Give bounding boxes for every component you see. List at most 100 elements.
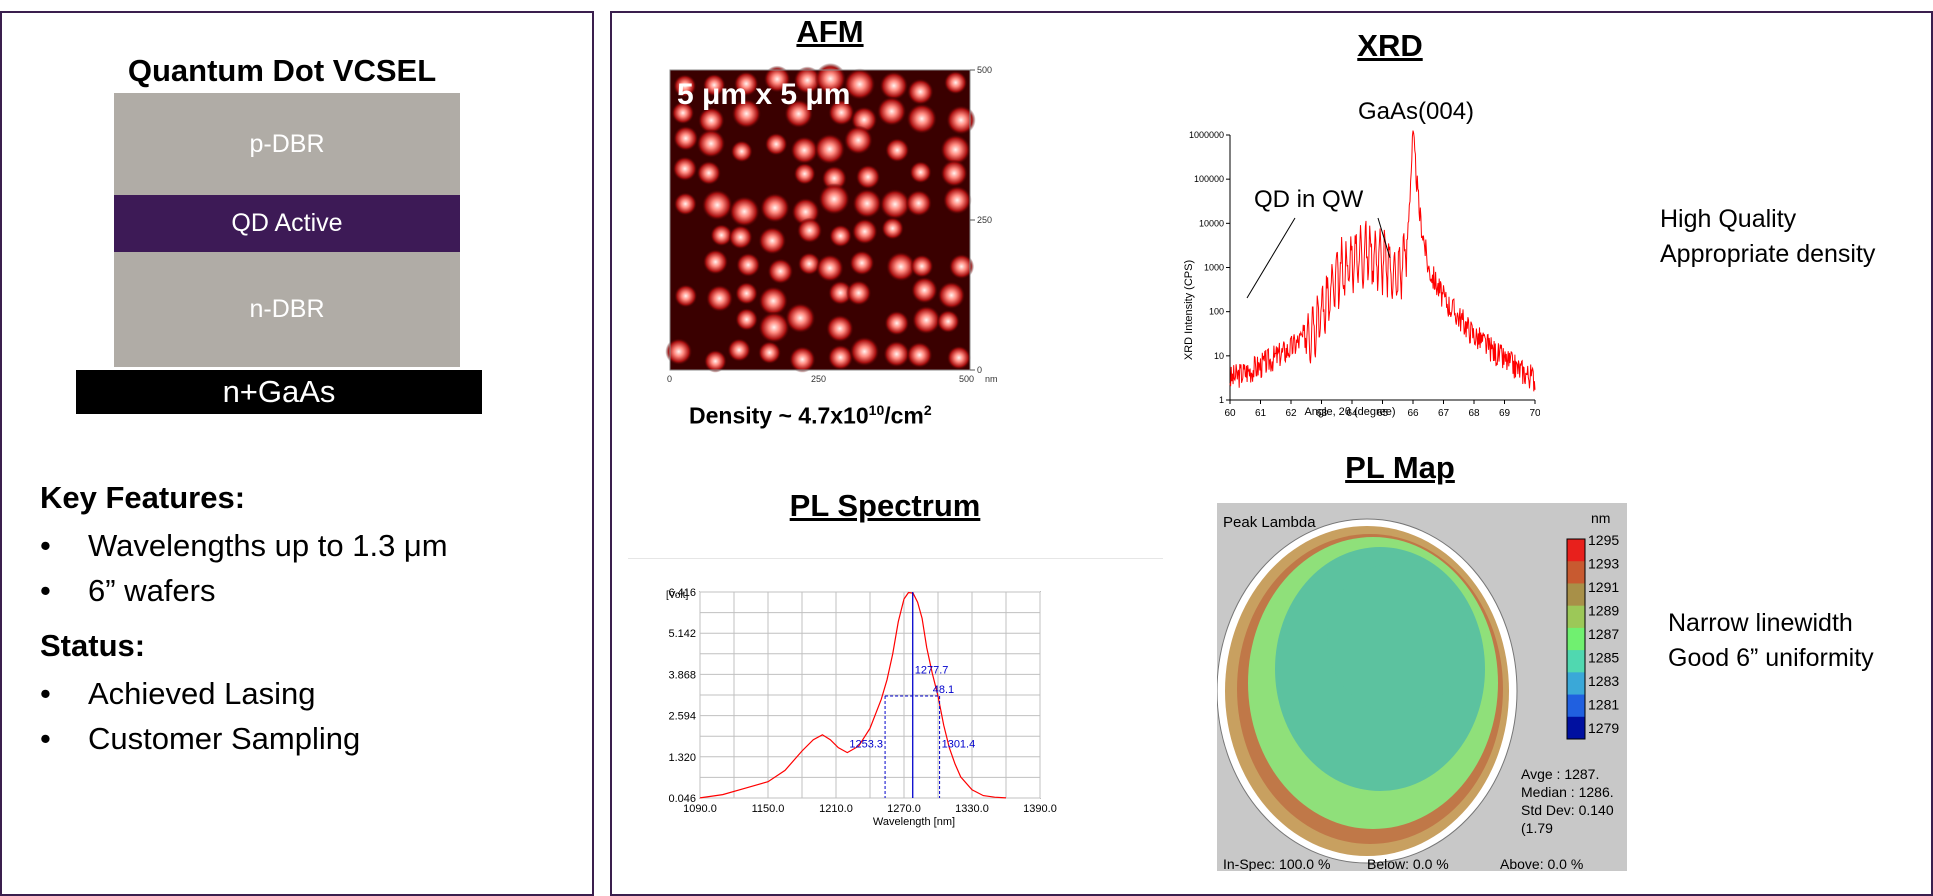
afm-dot [758,226,787,255]
afm-dot [764,132,788,156]
xrd-x-tick: 68 [1468,408,1480,419]
afm-dot [936,309,960,334]
pl-scale-swatch [1567,716,1585,740]
afm-dot [760,192,790,223]
afm-title: AFM [796,14,864,49]
afm-dot [815,254,844,283]
afm-dot [814,133,846,165]
xrd-y-tick: 1000000 [1189,130,1224,140]
n-dbr-label: n-DBR [249,295,325,323]
afm-dot [940,159,968,187]
afm-dot [843,68,876,100]
afm-density-unit-exponent: 2 [923,402,932,418]
xrd-series-line [1229,130,1536,392]
pl-scale-swatch [1567,561,1585,584]
pl-x-tick: 1330.0 [955,803,989,815]
p-dbr-layer: p-DBR [114,93,460,195]
afm-dot [728,196,760,227]
afm-y-tick: 500 [977,65,992,75]
afm-dot [937,281,966,310]
pl-map-note: Narrow linewidth Good 6” uniformity [1668,606,1874,676]
xrd-qd-arrow-right [1377,217,1391,259]
afm-dot [909,161,932,184]
afm-dot [911,276,938,304]
stack-title: Quantum Dot VCSEL [127,53,437,88]
qd-active-layer: QD Active [114,195,460,252]
pl-scale-label: 1295 [1588,532,1619,548]
n-dbr-layer: n-DBR [114,252,460,367]
pl-map-note-line2: Good 6” uniformity [1668,644,1874,672]
xrd-x-tick: 64 [1346,408,1358,419]
afm-dot [906,103,938,135]
afm-dot [793,162,816,185]
pl-x-tick: 1390.0 [1023,803,1057,815]
xrd-note-line1: High Quality [1660,205,1797,233]
xrd-y-tick: 100 [1209,307,1224,317]
xrd-x-tick: 70 [1529,408,1540,419]
afm-dot [845,280,872,306]
afm-dot [727,338,751,362]
pl-scale-swatch [1567,605,1585,629]
afm-dot [731,98,762,129]
afm-dot [674,284,698,308]
afm-dot [736,252,761,278]
afm-dot [911,305,941,335]
xrd-y-tick: 10 [1214,351,1224,361]
pl-scale-swatch [1567,672,1585,696]
afm-x-tick: 500 [959,374,974,384]
pl-scale-swatch [1567,539,1585,562]
xrd-x-tick: 60 [1224,408,1236,419]
afm-dot [849,336,880,367]
pl-scale-label: 1293 [1588,556,1619,572]
xrd-chart: 60 61 62 63 64 65 66 67 68 69 70 1 10 100 1000 10000 100… [1183,98,1540,419]
afm-dot [785,302,816,334]
pl-map-label: Peak Lambda [1223,514,1316,531]
afm-dot [946,345,971,370]
afm-dot [907,78,934,106]
key-feature-item: Wavelengths up to 1.3 μm [40,523,448,568]
pl-scale-label: 1279 [1588,720,1619,736]
xrd-title: XRD [1357,28,1423,63]
pl-scale-swatch [1567,650,1585,673]
afm-dot [849,250,875,276]
afm-density-exponent: 10 [868,402,885,418]
afm-dot [784,99,814,129]
afm-dot [879,188,911,220]
afm-density-prefix: Density ~ 4.7x10 [689,402,869,429]
pl-scale-swatch [1567,694,1585,718]
pl-y-unit: [Volt] [666,590,688,601]
afm-density-unit: /cm [884,402,924,429]
right-panel [610,11,1933,896]
pl-spectrum-chart: 1090.0 1150.0 1210.0 1270.0 1330.0 1390.0 0.04… [666,587,1057,828]
afm-dot [758,311,790,344]
afm-dot [758,341,782,365]
afm-dot [735,281,758,305]
xrd-x-tick: 66 [1407,408,1419,419]
key-feature-item: 6” wafers [40,568,448,613]
pl-scale-swatch [1567,583,1585,607]
pl-right-label: 1301.4 [942,739,976,751]
pl-x-tick: 1090.0 [683,803,717,815]
pl-bottom-stat: Above: 0.0 % [1500,856,1583,871]
afm-dot [733,71,759,97]
afm-dot [702,73,726,97]
xrd-y-tick: 1000 [1204,263,1224,273]
afm-density: Density ~ 4.7x1010/cm2 [689,402,932,430]
afm-dot [943,70,968,95]
xrd-y-label: XRD Intensity (CPS) [1183,260,1195,360]
pl-x-tick: 1270.0 [887,803,921,815]
afm-dot [730,140,753,163]
afm-dot [673,192,697,216]
afm-dot [942,185,972,215]
xrd-y-tick: 10000 [1199,218,1224,228]
pl-stat-line: Std Dev: 0.140 [1521,802,1614,818]
afm-dot [796,217,823,244]
afm-dot [696,129,726,158]
pl-stat-line: Avge : 1287. [1521,766,1599,782]
afm-dot [828,99,855,126]
pl-y-tick: 0.046 [668,793,696,805]
xrd-x-tick: 67 [1438,408,1450,419]
pl-bottom-stat: In-Spec: 100.0 % [1223,856,1330,871]
pl-scale-label: 1289 [1588,603,1619,619]
afm-dot [665,338,693,366]
